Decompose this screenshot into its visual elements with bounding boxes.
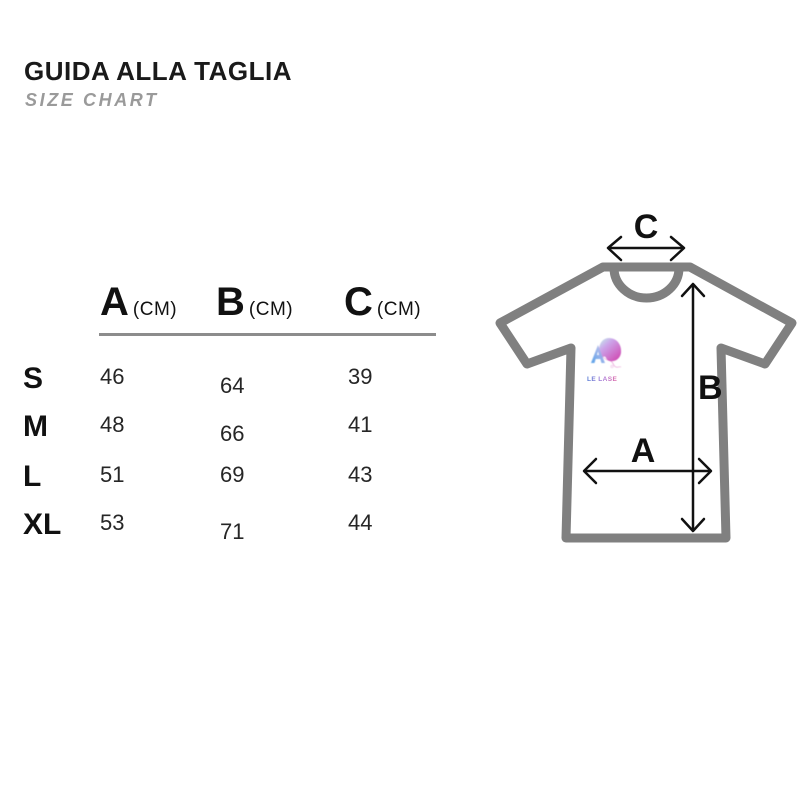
svg-text:B: B [698,369,723,407]
svg-text:A: A [631,432,656,470]
svg-text:C: C [634,208,659,246]
svg-text:LE LASE: LE LASE [587,376,618,383]
